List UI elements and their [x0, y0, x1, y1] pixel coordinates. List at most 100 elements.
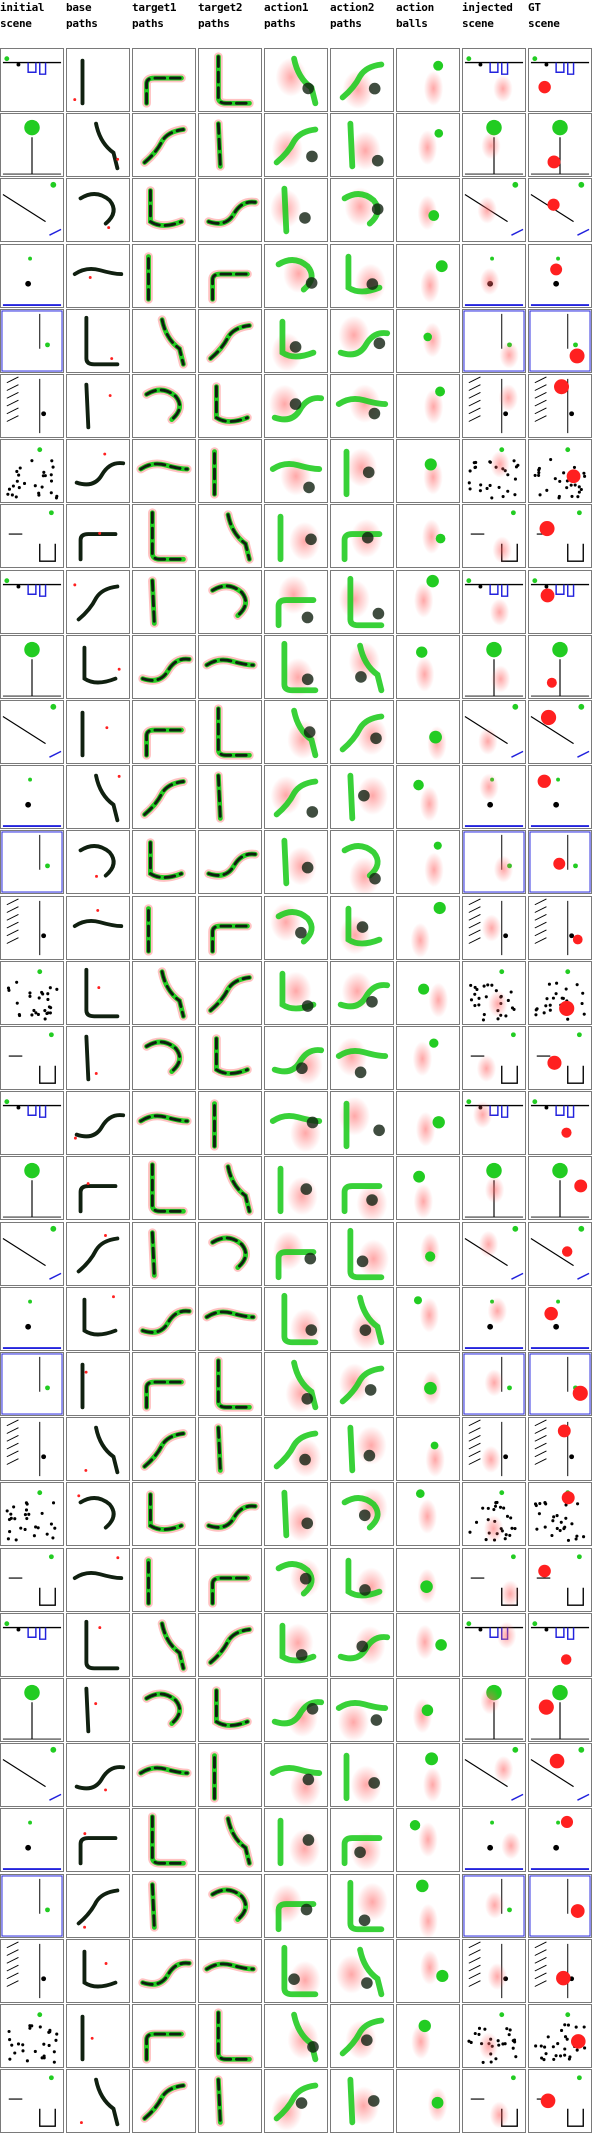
cell-image [347, 1227, 390, 1281]
cell-action2-paths [330, 1613, 394, 1677]
cell-image [94, 773, 121, 823]
cell-injected-scene [462, 178, 526, 242]
cell-action-balls [396, 765, 460, 829]
cell-target2-paths [198, 48, 262, 112]
cell-base-paths [66, 635, 130, 699]
cell-image [464, 1684, 524, 1740]
cell-image [427, 2087, 448, 2123]
cell-image [536, 510, 584, 562]
cell-gt-scene [528, 1156, 592, 1220]
cell-action2-paths [330, 1939, 394, 2003]
cell-image [530, 119, 590, 175]
cell-injected-scene [462, 309, 526, 373]
cell-base-paths [66, 570, 130, 634]
cell-target2-paths [198, 830, 262, 894]
cell-target1-paths [132, 1482, 196, 1546]
cell-base-paths [66, 1482, 130, 1546]
cell-image [536, 2075, 584, 2127]
cell-image [470, 1032, 518, 1084]
cell-image [270, 902, 315, 945]
cell-image [277, 1817, 321, 1868]
cell-image [76, 1888, 120, 1929]
cell-image [468, 1490, 517, 1543]
cell-image [425, 1441, 445, 1478]
cell-target1-paths [132, 1417, 196, 1481]
cell-action-balls [396, 635, 460, 699]
cell-image [74, 452, 126, 487]
cell-image [341, 1488, 388, 1531]
cell-gt-scene [528, 1808, 592, 1872]
cell-image [214, 2075, 225, 2127]
cell-injected-scene [462, 2004, 526, 2068]
cell-target1-paths [132, 1352, 196, 1416]
cell-initial-scene [0, 896, 64, 960]
cell-image [337, 1626, 391, 1665]
cell-action1-paths [264, 896, 328, 960]
cell-target2-paths [198, 1939, 262, 2003]
cell-initial-scene [0, 961, 64, 1025]
cell-image [223, 510, 254, 564]
cell-image [148, 1812, 188, 1868]
cell-image [423, 458, 443, 495]
cell-injected-scene [462, 1091, 526, 1155]
cell-action1-paths [264, 1091, 328, 1155]
cell-image [6, 1941, 47, 1999]
cell-action2-paths [330, 1417, 394, 1481]
cell-base-paths [66, 1678, 130, 1742]
cell-target1-paths [132, 244, 196, 308]
cell-image [214, 52, 254, 108]
column-header-initial-scene: initial scene [0, 1, 45, 30]
cell-image [464, 1099, 524, 1129]
cell-gt-scene [528, 1743, 592, 1807]
cell-injected-scene [462, 1874, 526, 1938]
cell-image [2, 1299, 62, 1350]
cell-image [8, 1554, 56, 1606]
cell-image [142, 1689, 184, 1728]
cell-image [530, 1684, 590, 1740]
cell-base-paths [66, 504, 130, 568]
cell-action1-paths [264, 178, 328, 242]
cell-image [339, 905, 383, 955]
cell-image [136, 1763, 192, 1778]
cell-image [413, 1296, 439, 1333]
cell-target1-paths [132, 309, 196, 373]
column-header-injected-scene: injected scene [462, 1, 513, 30]
cell-image [422, 322, 443, 358]
cell-image [157, 315, 188, 369]
cell-target1-paths [132, 1156, 196, 1220]
cell-image [413, 1170, 434, 1219]
cell-image [287, 2011, 319, 2063]
cell-action-balls [396, 1287, 460, 1351]
cell-gt-scene [528, 374, 592, 438]
cell-base-paths [66, 700, 130, 764]
cell-target2-paths [198, 1352, 262, 1416]
cell-target1-paths [132, 1874, 196, 1938]
cell-image [84, 1686, 98, 1734]
cell-action1-paths [264, 765, 328, 829]
cell-image [536, 1554, 584, 1606]
cell-action-balls [396, 570, 460, 634]
cell-target2-paths [198, 635, 262, 699]
cell-target2-paths [198, 1743, 262, 1807]
cell-gt-scene [528, 1417, 592, 1481]
cell-image [347, 772, 389, 822]
cell-action-balls [396, 1548, 460, 1612]
cell-image [271, 318, 317, 372]
cell-base-paths [66, 178, 130, 242]
cell-injected-scene [462, 896, 526, 960]
cell-image [530, 1162, 590, 1218]
cell-image [2, 181, 62, 236]
cell-image [530, 1746, 590, 1801]
cell-action2-paths [330, 1026, 394, 1090]
cell-image [343, 448, 378, 498]
cell-injected-scene [462, 1156, 526, 1220]
cell-action-balls [396, 178, 460, 242]
cell-image [536, 1032, 584, 1084]
cell-image [214, 1423, 225, 1475]
cell-base-paths [66, 1808, 130, 1872]
cell-image [144, 904, 153, 956]
cell-action2-paths [330, 1156, 394, 1220]
cell-image [142, 1037, 184, 1076]
cell-target1-paths [132, 1743, 196, 1807]
cell-image [530, 641, 590, 697]
